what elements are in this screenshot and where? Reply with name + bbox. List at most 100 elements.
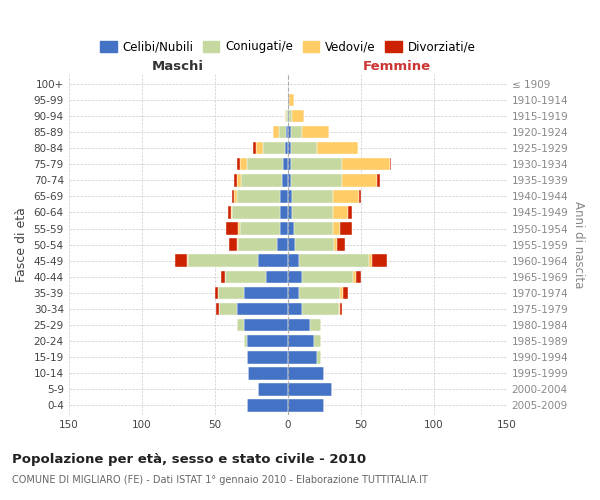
Bar [353, 270, 356, 283]
Bar [287, 158, 290, 170]
Bar [287, 238, 295, 251]
Bar [333, 190, 359, 202]
Bar [239, 158, 247, 170]
Text: COMUNE DI MIGLIARO (FE) - Dati ISTAT 1° gennaio 2010 - Elaborazione TUTTITALIA.I: COMUNE DI MIGLIARO (FE) - Dati ISTAT 1° … [12, 475, 428, 485]
Bar [287, 270, 302, 283]
Bar [244, 286, 287, 299]
Bar [279, 126, 286, 138]
Bar [248, 367, 287, 380]
Bar [247, 335, 287, 347]
Bar [302, 270, 353, 283]
Bar [232, 190, 233, 202]
Bar [244, 319, 287, 332]
Bar [244, 335, 247, 347]
Bar [287, 222, 293, 235]
Y-axis label: Anni di nascita: Anni di nascita [572, 201, 585, 288]
Bar [287, 367, 324, 380]
Bar [299, 254, 370, 267]
Bar [285, 142, 287, 154]
Bar [280, 222, 287, 235]
Bar [259, 383, 287, 396]
Bar [290, 142, 317, 154]
Bar [290, 158, 342, 170]
Bar [287, 383, 331, 396]
Bar [314, 335, 321, 347]
Bar [292, 190, 333, 202]
Bar [287, 190, 292, 202]
Bar [377, 174, 380, 186]
Bar [259, 254, 287, 267]
Bar [247, 351, 287, 364]
Bar [317, 142, 358, 154]
Bar [317, 351, 321, 364]
Bar [236, 319, 244, 332]
Bar [333, 222, 340, 235]
Bar [342, 158, 390, 170]
Bar [247, 158, 283, 170]
Bar [238, 222, 239, 235]
Bar [221, 270, 225, 283]
Bar [340, 222, 352, 235]
Bar [229, 238, 236, 251]
Bar [302, 302, 339, 316]
Bar [310, 319, 321, 332]
Bar [287, 335, 314, 347]
Y-axis label: Fasce di età: Fasce di età [15, 207, 28, 282]
Bar [292, 110, 304, 122]
Bar [215, 286, 218, 299]
Bar [219, 302, 236, 316]
Bar [290, 126, 302, 138]
Bar [232, 206, 280, 218]
Bar [216, 302, 219, 316]
Bar [342, 174, 377, 186]
Bar [218, 286, 244, 299]
Bar [293, 222, 333, 235]
Bar [295, 238, 334, 251]
Bar [263, 142, 285, 154]
Text: Popolazione per età, sesso e stato civile - 2010: Popolazione per età, sesso e stato civil… [12, 454, 366, 466]
Bar [236, 190, 280, 202]
Bar [282, 174, 287, 186]
Bar [289, 110, 292, 122]
Bar [241, 174, 282, 186]
Bar [283, 158, 287, 170]
Bar [356, 270, 361, 283]
Bar [287, 286, 299, 299]
Bar [280, 206, 287, 218]
Bar [287, 399, 324, 412]
Bar [285, 110, 286, 122]
Bar [340, 302, 342, 316]
Bar [273, 126, 279, 138]
Bar [187, 254, 188, 267]
Bar [175, 254, 187, 267]
Bar [225, 270, 266, 283]
Bar [290, 174, 342, 186]
Bar [370, 254, 373, 267]
Bar [287, 302, 302, 316]
Bar [287, 110, 289, 122]
Bar [339, 302, 340, 316]
Bar [256, 142, 263, 154]
Bar [253, 142, 256, 154]
Bar [239, 222, 280, 235]
Bar [236, 158, 239, 170]
Bar [226, 222, 238, 235]
Bar [233, 174, 236, 186]
Bar [286, 110, 287, 122]
Bar [373, 254, 387, 267]
Bar [236, 174, 241, 186]
Bar [292, 206, 333, 218]
Bar [287, 94, 289, 106]
Bar [337, 238, 344, 251]
Bar [188, 254, 259, 267]
Text: Femmine: Femmine [363, 60, 431, 72]
Bar [287, 254, 299, 267]
Bar [247, 399, 287, 412]
Bar [287, 142, 290, 154]
Bar [287, 174, 290, 186]
Bar [266, 270, 287, 283]
Bar [231, 206, 232, 218]
Bar [228, 206, 231, 218]
Bar [347, 206, 352, 218]
Bar [299, 286, 340, 299]
